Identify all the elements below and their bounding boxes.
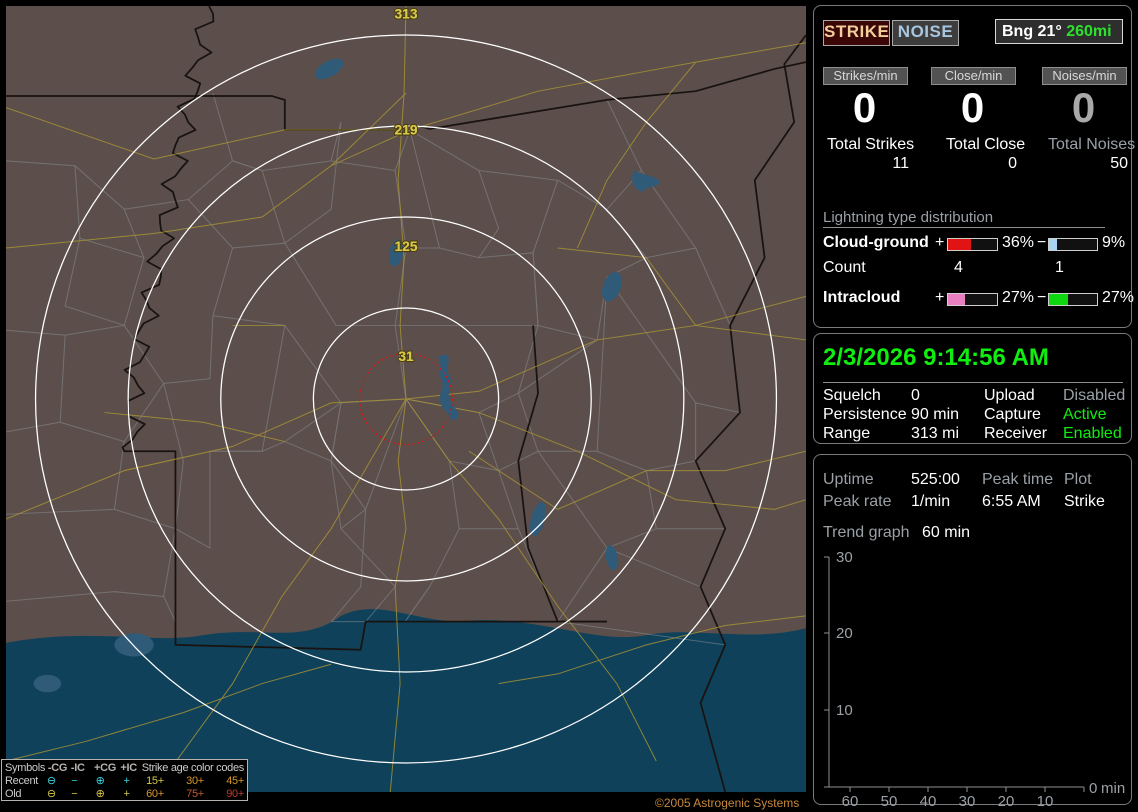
svg-text:10: 10 [836, 702, 853, 719]
svg-text:50: 50 [881, 793, 898, 810]
svg-text:219: 219 [395, 123, 418, 138]
svg-text:min: min [1101, 780, 1125, 797]
svg-text:60: 60 [842, 793, 859, 810]
svg-text:31: 31 [398, 349, 414, 364]
svg-text:30: 30 [959, 793, 976, 810]
svg-text:30: 30 [836, 549, 853, 566]
svg-text:0: 0 [1089, 780, 1097, 797]
svg-text:313: 313 [395, 7, 418, 22]
svg-text:125: 125 [395, 239, 418, 254]
svg-text:40: 40 [920, 793, 937, 810]
svg-text:20: 20 [998, 793, 1015, 810]
svg-text:10: 10 [1037, 793, 1054, 810]
svg-text:20: 20 [836, 625, 853, 642]
